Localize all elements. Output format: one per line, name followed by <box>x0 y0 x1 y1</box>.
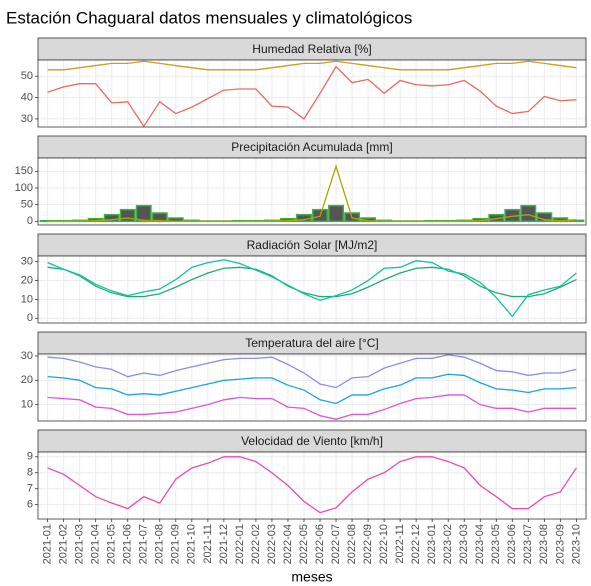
y-tick-label: 0 <box>27 215 33 227</box>
x-tick-label: 2022-12 <box>410 524 422 564</box>
x-tick-label: 2023-09 <box>554 524 566 564</box>
bar <box>135 204 152 223</box>
panel-border <box>37 451 587 520</box>
x-tick-label: 2022-10 <box>378 524 390 564</box>
x-tick-label: 2022-07 <box>330 524 342 564</box>
x-tick-label: 2022-09 <box>362 524 374 564</box>
bar <box>119 208 136 223</box>
data-line <box>47 60 577 71</box>
x-tick-label: 2023-10 <box>570 524 582 564</box>
panel-background <box>38 60 586 127</box>
y-tick-label: 150 <box>15 165 33 177</box>
x-axis-label: meses <box>291 569 332 585</box>
x-tick-label: 2023-05 <box>490 524 502 564</box>
x-tick-label: 2023-02 <box>442 524 454 564</box>
x-tick-label: 2022-05 <box>298 524 310 564</box>
x-tick-label: 2021-03 <box>74 524 86 564</box>
x-tick-label: 2021-02 <box>58 524 70 564</box>
panel-border <box>37 157 587 226</box>
x-tick-label: 2022-02 <box>250 524 262 564</box>
panel-title: Precipitación Acumulada [mm] <box>231 140 392 154</box>
x-tick-label: 2021-10 <box>186 524 198 564</box>
data-line <box>47 456 577 514</box>
x-tick-label: 2022-11 <box>394 524 406 564</box>
y-tick-label: 30 <box>21 350 33 362</box>
data-line <box>47 65 577 128</box>
y-tick-label: 30 <box>21 113 33 125</box>
y-tick-label: 0 <box>27 312 33 324</box>
x-tick-label: 2023-06 <box>506 524 518 564</box>
data-line <box>47 394 577 420</box>
panel-title: Radiación Solar [MJ/m2] <box>247 238 378 252</box>
bar <box>328 204 344 223</box>
panel-border <box>37 59 587 128</box>
y-tick-label: 10 <box>21 293 33 305</box>
y-tick-label: 9 <box>27 451 33 463</box>
x-tick-label: 2022-03 <box>266 524 278 564</box>
y-tick-label: 20 <box>21 274 33 286</box>
panel-title: Velocidad de Viento [km/h] <box>241 434 383 448</box>
y-tick-label: 6 <box>27 499 33 511</box>
bar <box>520 204 537 223</box>
x-tick-label: 2023-04 <box>474 524 486 564</box>
y-tick-label: 50 <box>21 70 33 82</box>
panel-border <box>37 353 587 422</box>
x-tick-label: 2023-03 <box>458 524 470 564</box>
data-line <box>47 373 577 405</box>
x-tick-label: 2023-08 <box>538 524 550 564</box>
y-tick-label: 7 <box>27 483 33 495</box>
x-tick-label: 2021-12 <box>218 524 230 564</box>
x-tick-label: 2022-01 <box>234 524 246 564</box>
panel-background <box>38 452 586 519</box>
y-tick-label: 100 <box>15 182 33 194</box>
y-tick-label: 40 <box>21 91 33 103</box>
x-tick-label: 2023-07 <box>522 524 534 564</box>
bar <box>568 219 585 223</box>
x-tick-label: 2023-01 <box>426 524 438 564</box>
panel-title: Temperatura del aire [°C] <box>245 336 379 350</box>
x-tick-label: 2022-08 <box>346 524 358 564</box>
bar <box>151 212 168 223</box>
x-tick-label: 2021-05 <box>106 524 118 564</box>
x-tick-label: 2021-08 <box>154 524 166 564</box>
x-tick-label: 2021-07 <box>138 524 150 564</box>
panel-background <box>38 256 586 323</box>
chart-title: Estación Chaguaral datos mensuales y cli… <box>6 8 412 27</box>
panel-border <box>37 255 587 324</box>
panel-background <box>38 354 586 421</box>
y-tick-label: 50 <box>21 199 33 211</box>
y-tick-label: 30 <box>21 256 33 268</box>
bar <box>103 213 120 223</box>
y-tick-label: 8 <box>27 467 33 479</box>
y-tick-label: 10 <box>21 399 33 411</box>
x-tick-label: 2021-04 <box>90 524 102 564</box>
x-tick-label: 2021-01 <box>42 524 54 564</box>
x-tick-label: 2022-04 <box>282 524 294 564</box>
data-line <box>47 259 577 318</box>
data-line <box>47 354 577 389</box>
x-tick-label: 2021-11 <box>202 524 214 564</box>
x-tick-label: 2022-06 <box>314 524 326 564</box>
x-tick-label: 2021-09 <box>170 524 182 564</box>
panel-title: Humedad Relativa [%] <box>252 42 371 56</box>
data-line <box>47 164 577 222</box>
y-tick-label: 20 <box>21 374 33 386</box>
x-tick-label: 2021-06 <box>122 524 134 564</box>
